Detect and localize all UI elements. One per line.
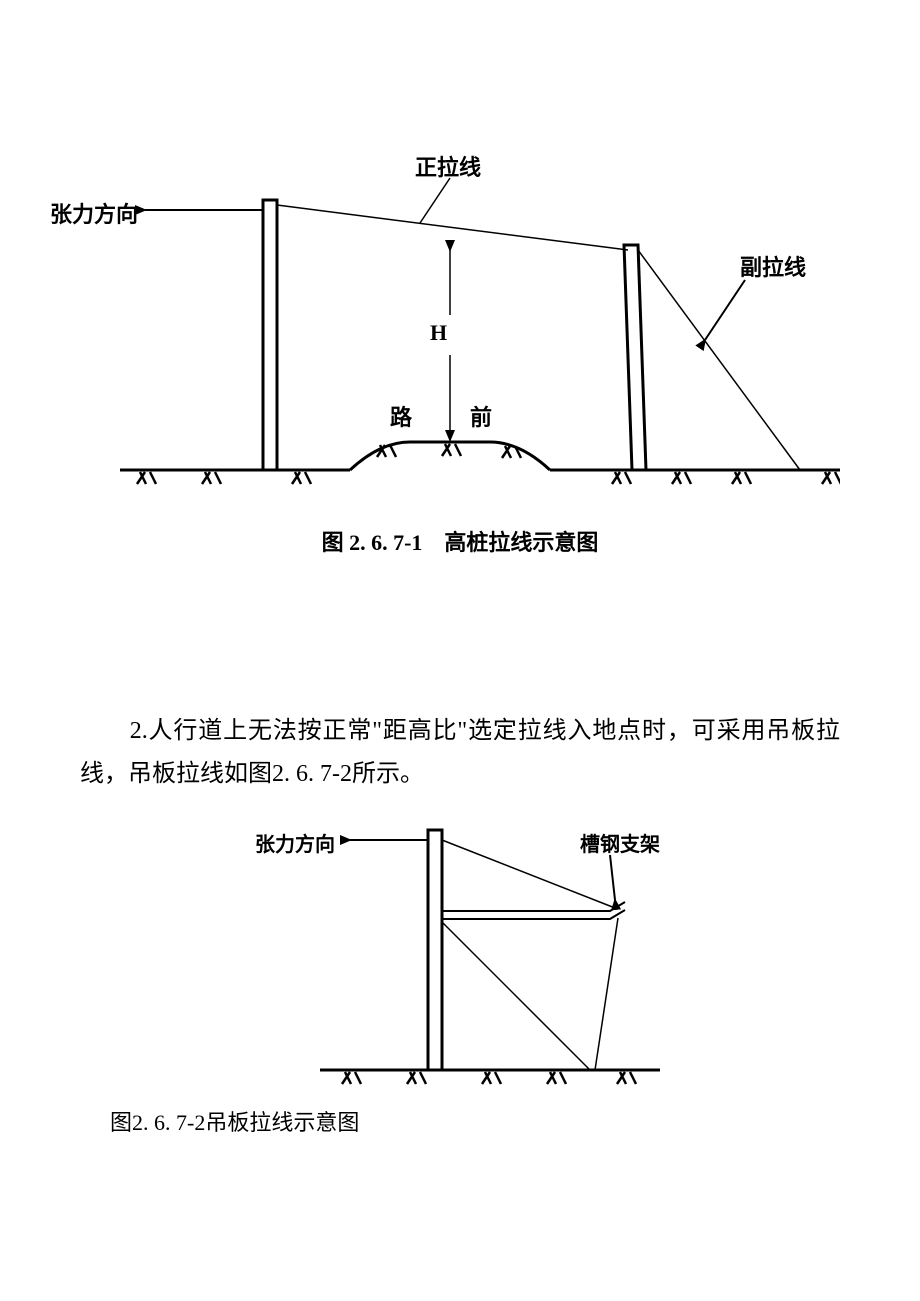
label-tension-direction-1: 张力方向 [50, 197, 138, 229]
label-main-wire: 正拉线 [415, 150, 481, 182]
label-road-right: 前 [470, 400, 492, 432]
label-height-h: H [430, 320, 447, 346]
figure-2-caption: 图2. 6. 7-2吊板拉线示意图 [110, 1105, 359, 1137]
figure-2-container: 张力方向 槽钢支架 [210, 800, 710, 1100]
figure-1-caption: 图 2. 6. 7-1 高桩拉线示意图 [0, 525, 920, 557]
label-road-left: 路 [390, 400, 412, 432]
figure-1-svg [80, 150, 840, 510]
paragraph-text: 2.人行道上无法按正常"距高比"选定拉线入地点时，可采用吊板拉线，吊板拉线如图2… [0, 710, 920, 796]
label-tension-direction-2: 张力方向 [255, 828, 335, 857]
figure-1-container: 正拉线 张力方向 副拉线 H 路 前 [80, 150, 840, 510]
label-channel-support: 槽钢支架 [580, 828, 660, 857]
label-aux-wire: 副拉线 [740, 250, 806, 282]
